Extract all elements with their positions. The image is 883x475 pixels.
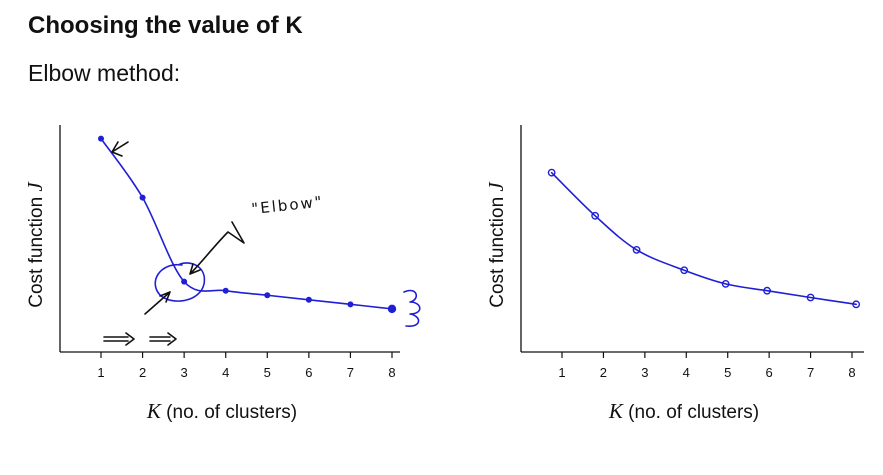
slide-title: Choosing the value of K bbox=[28, 12, 303, 39]
x-tick-label: 3 bbox=[181, 365, 188, 380]
x-tick-label: 2 bbox=[139, 365, 146, 380]
right-y-axis-label: Cost function J bbox=[484, 181, 508, 308]
left-x-ticks: 1 2 3 4 5 6 7 8 bbox=[97, 352, 396, 380]
x-tick-label: 5 bbox=[264, 365, 271, 380]
left-y-axis-label: Cost function J bbox=[23, 181, 47, 308]
data-point bbox=[763, 286, 771, 295]
left-elbow-chart: 1 2 3 4 5 6 7 8 Cost function J K (no. of clust… bbox=[23, 125, 421, 423]
left-x-axis-label: K (no. of clusters) bbox=[146, 399, 297, 423]
data-point bbox=[305, 296, 312, 303]
data-point bbox=[721, 279, 730, 288]
x-tick-label: 8 bbox=[388, 365, 395, 380]
x-tick-label: 1 bbox=[558, 365, 565, 380]
elbow-label: "Elbow" bbox=[251, 193, 325, 218]
data-point bbox=[181, 278, 188, 285]
left-data-points bbox=[98, 135, 397, 314]
x-tick-label: 2 bbox=[600, 365, 607, 380]
x-tick-label: 7 bbox=[347, 365, 354, 380]
x-tick-label: 8 bbox=[848, 365, 855, 380]
right-smooth-chart: 1 2 3 4 5 6 7 8 Cost function J K (no. of clust… bbox=[484, 125, 864, 423]
bottom-arrow-2 bbox=[149, 332, 177, 346]
x-tick-label: 6 bbox=[766, 365, 773, 380]
x-tick-label: 6 bbox=[305, 365, 312, 380]
elbow-lower-arrow bbox=[144, 291, 171, 315]
data-point bbox=[632, 245, 641, 254]
data-point bbox=[387, 304, 397, 314]
data-point bbox=[806, 293, 815, 302]
data-point bbox=[222, 287, 229, 294]
data-point bbox=[264, 292, 271, 299]
top-point-arrow bbox=[111, 141, 129, 157]
x-tick-label: 7 bbox=[807, 365, 814, 380]
right-x-axis-label: K (no. of clusters) bbox=[608, 399, 759, 423]
right-x-ticks: 1 2 3 4 5 6 7 8 bbox=[558, 352, 856, 380]
end-scribble-annotation bbox=[403, 289, 421, 327]
x-tick-label: 4 bbox=[222, 365, 229, 380]
x-tick-label: 5 bbox=[724, 365, 731, 380]
right-data-points bbox=[547, 168, 861, 309]
data-point bbox=[591, 211, 600, 220]
left-cost-curve bbox=[100, 137, 393, 310]
elbow-pointer-arrow bbox=[189, 221, 245, 275]
x-tick-label: 1 bbox=[97, 365, 104, 380]
data-point bbox=[98, 135, 104, 142]
data-point bbox=[680, 266, 689, 275]
data-point bbox=[547, 168, 556, 177]
data-point bbox=[139, 194, 146, 201]
x-tick-label: 4 bbox=[683, 365, 690, 380]
data-point bbox=[347, 301, 354, 308]
data-point bbox=[852, 300, 861, 309]
x-tick-label: 3 bbox=[641, 365, 648, 380]
bottom-arrow-1 bbox=[103, 332, 135, 346]
right-cost-curve bbox=[550, 171, 857, 306]
slide-subtitle: Elbow method: bbox=[28, 60, 181, 86]
